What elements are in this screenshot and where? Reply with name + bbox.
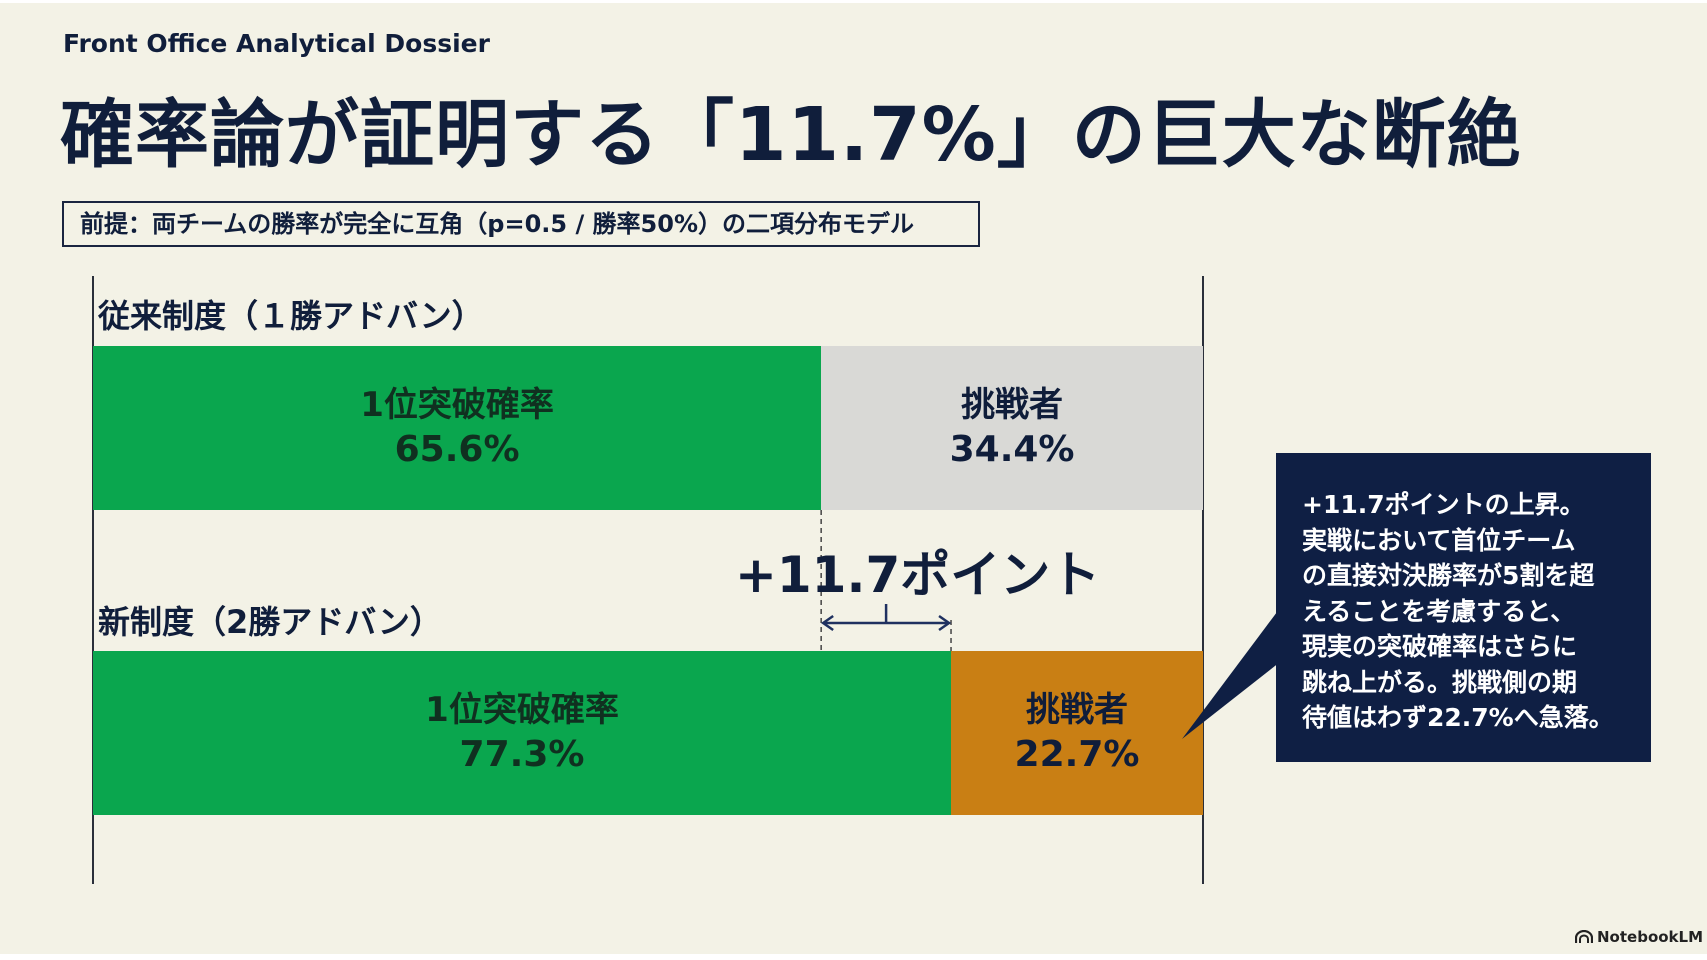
notebooklm-brand: NotebookLM [1575, 928, 1703, 946]
callout-line-1: +11.7ポイントの上昇。 [1302, 490, 1585, 519]
row-label-old-system: 従来制度（１勝アドバン） [98, 297, 484, 335]
bracket-left-arrowhead [820, 614, 834, 632]
bar-new-challenger: 挑戦者 22.7% [951, 651, 1203, 815]
bar-old-first-place: 1位突破確率 65.6% [93, 346, 822, 510]
bar-new-first-place: 1位突破確率 77.3% [93, 651, 952, 815]
difference-label: +11.7ポイント [735, 546, 1101, 604]
bar-old-challenger-label: 挑戦者 [961, 385, 1064, 425]
callout-box: +11.7ポイントの上昇。 実戦において首位チーム の直接対決勝率が5割を超 え… [1276, 453, 1651, 762]
row-label-new-system: 新制度（2勝アドバン） [98, 603, 442, 641]
bar-old-first-place-value: 65.6% [394, 429, 520, 470]
callout-line-2: 実戦において首位チーム [1302, 525, 1576, 555]
bar-new-first-place-label: 1位突破確率 [425, 690, 619, 730]
bar-new-challenger-label: 挑戦者 [1026, 690, 1128, 730]
bracket-right-arrowhead [938, 614, 952, 632]
callout-line-6: 跳ね上がる。挑戦側の期 [1302, 667, 1578, 697]
bar-old-challenger-value: 34.4% [949, 429, 1075, 470]
callout-pointer [1182, 608, 1280, 739]
notebooklm-label: NotebookLM [1597, 928, 1704, 946]
chart-left-axis-line [92, 276, 94, 884]
bar-old-challenger: 挑戦者 34.4% [821, 346, 1203, 510]
callout-line-4: えることを考慮すると、 [1302, 596, 1576, 626]
notebooklm-logo-icon [1575, 930, 1593, 943]
callout-line-5: 現実の突破確率はさらに [1302, 632, 1578, 661]
bar-new-challenger-value: 22.7% [1014, 734, 1140, 775]
callout-line-7: 待値はわず22.7%へ急落。 [1302, 703, 1614, 732]
page-title: 確率論が証明する「11.7%」の巨大な断絶 [60, 92, 1522, 178]
bar-old-first-place-label: 1位突破確率 [360, 385, 554, 425]
chart-right-axis-line [1202, 276, 1204, 884]
callout-line-3: の直接対決勝率が5割を超 [1302, 561, 1595, 590]
bar-new-first-place-value: 77.3% [459, 734, 585, 775]
dossier-label: Front Office Analytical Dossier [63, 29, 490, 58]
premise-box: 前提：両チームの勝率が完全に互角（p=0.5 / 勝率50%）の二項分布モデル [62, 201, 980, 247]
